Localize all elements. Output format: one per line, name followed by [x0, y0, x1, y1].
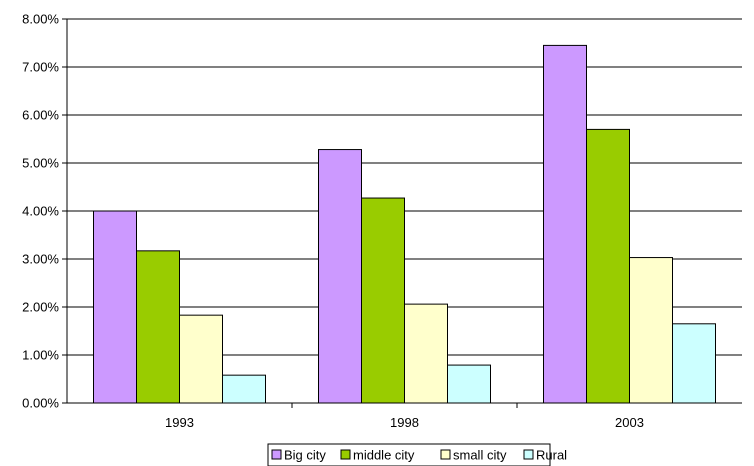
- bar-rural-1998: [447, 364, 491, 404]
- bar-small-city-1998: [404, 303, 448, 404]
- x-tick-label: 1998: [390, 415, 419, 430]
- bar-big-city-1993: [93, 210, 137, 404]
- y-axis-tick-labels: 0.00% 1.00% 2.00% 3.00% 4.00% 5.00% 6.00% 7.00%…: [22, 12, 59, 411]
- legend-label-small-city: small city: [453, 448, 507, 463]
- bars: [93, 44, 716, 404]
- y-tick-label: 3.00%: [22, 252, 59, 267]
- y-tick-label: 1.00%: [22, 348, 59, 363]
- legend-label-middle-city: middle city: [353, 448, 415, 463]
- legend-label-rural: Rural: [536, 448, 567, 463]
- y-tick-label: 2.00%: [22, 300, 59, 315]
- bar-middle-city-1998: [361, 197, 405, 404]
- bar-small-city-1993: [179, 314, 223, 404]
- legend-box: [267, 443, 551, 466]
- x-tick-label: 1993: [165, 415, 194, 430]
- bar-rural-1993: [222, 374, 266, 404]
- bar-middle-city-1993: [136, 250, 180, 404]
- bar-small-city-2003: [629, 257, 673, 404]
- y-tick-label: 7.00%: [22, 60, 59, 75]
- bar-big-city-1998: [318, 149, 362, 404]
- y-tick-label: 4.00%: [22, 204, 59, 219]
- bar-middle-city-2003: [586, 128, 630, 404]
- legend-swatch-middle-city: [340, 449, 351, 460]
- axes: [62, 18, 742, 408]
- y-tick-label: 5.00%: [22, 156, 59, 171]
- y-tick-label: 0.00%: [22, 396, 59, 411]
- y-tick-label: 6.00%: [22, 108, 59, 123]
- legend-swatch-small-city: [440, 449, 451, 460]
- legend: Big city middle city small city Rural: [267, 443, 567, 466]
- bar-rural-2003: [672, 323, 716, 404]
- x-axis-tick-labels: 1993 1998 2003: [165, 415, 644, 430]
- x-tick-label: 2003: [615, 415, 644, 430]
- y-tick-label: 8.00%: [22, 12, 59, 27]
- legend-label-big-city: Big city: [284, 448, 326, 463]
- legend-swatch-big-city: [271, 449, 282, 460]
- legend-swatch-rural: [523, 449, 534, 460]
- bar-big-city-2003: [543, 44, 587, 404]
